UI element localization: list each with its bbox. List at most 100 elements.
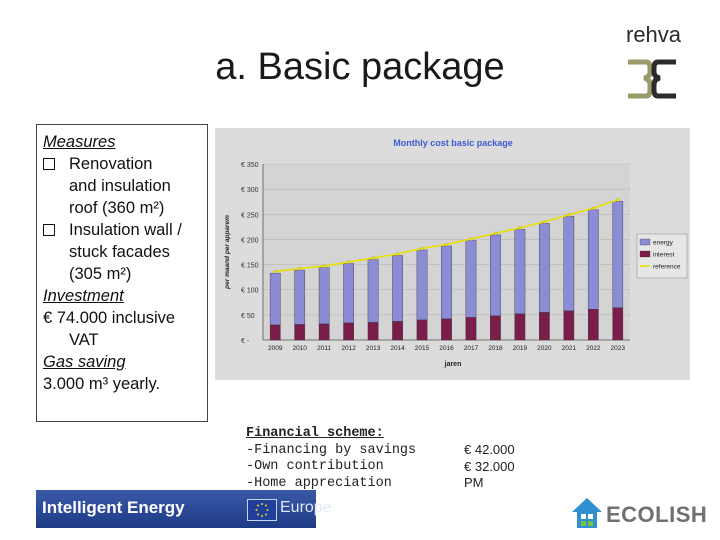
iee-text: Intelligent Energy (42, 498, 185, 517)
y-tick-label: € 50 (241, 313, 255, 320)
bar-interest (416, 319, 428, 341)
gas-saving-value: 3.000 m³ yearly. (43, 375, 161, 393)
reference-point (273, 269, 277, 274)
reference-point (297, 266, 302, 271)
bar-interest (318, 323, 330, 341)
bar-energy (490, 234, 501, 317)
measure-item-roof: Renovation and insulation roof (360 m²) (43, 153, 203, 219)
reference-point (567, 213, 571, 217)
bar-interest (392, 321, 403, 341)
measures-box: Measures Renovation and insulation roof … (36, 124, 208, 422)
bar-interest (514, 313, 526, 341)
x-tick-label: 2021 (562, 345, 577, 352)
measure-line: Insulation wall / (69, 221, 182, 239)
reference-point (420, 246, 424, 251)
legend-label: interest (653, 252, 675, 259)
measure-item-wall: Insulation wall / stuck facades (305 m²) (43, 219, 203, 285)
investment-line: € 74.000 inclusive (43, 309, 176, 327)
bar-energy (563, 216, 575, 312)
reference-point (591, 206, 596, 211)
y-tick-label: € 350 (241, 162, 259, 169)
rehva-logo-word: rehva (626, 22, 682, 47)
reference-point (469, 237, 473, 241)
bar-energy (612, 201, 624, 309)
bar-interest (343, 322, 354, 341)
y-tick-label: € 200 (241, 237, 259, 244)
bar-energy (539, 223, 550, 313)
x-tick-label: 2022 (586, 345, 601, 352)
gas-saving-heading: Gas saving (43, 353, 126, 371)
bar-interest (490, 315, 501, 341)
reference-point (371, 256, 375, 260)
x-tick-label: 2017 (464, 345, 479, 352)
y-tick-label: € 300 (241, 187, 259, 194)
reference-point (493, 231, 498, 236)
checkbox-bullet-icon (43, 158, 55, 170)
financial-row: -Own contribution (246, 459, 384, 474)
measure-line: stuck facades (69, 243, 170, 261)
eu-flag-icon (247, 499, 277, 521)
reference-point (322, 264, 326, 268)
bar-energy (343, 263, 354, 324)
ecolish-text: ECOLISH (606, 502, 708, 527)
financial-value: € 42.000 (464, 442, 515, 457)
x-tick-label: 2016 (439, 345, 454, 352)
x-tick-label: 2020 (537, 345, 552, 352)
bar-interest (563, 310, 575, 341)
x-axis-label: jaren (444, 361, 462, 368)
bar-interest (294, 324, 306, 341)
reference-point (444, 242, 449, 247)
rehva-logo: rehva (622, 22, 682, 102)
bar-energy (367, 259, 379, 323)
reference-point (616, 197, 620, 202)
financial-value: PM (464, 475, 484, 490)
measure-line: (305 m²) (69, 265, 132, 283)
x-tick-label: 2023 (611, 345, 626, 352)
investment-heading: Investment (43, 287, 124, 305)
measures-heading: Measures (43, 133, 116, 151)
y-tick-label: € 100 (241, 288, 259, 295)
legend-swatch (639, 238, 651, 246)
bar-energy (514, 229, 526, 315)
x-tick-label: 2012 (341, 345, 356, 352)
bar-interest (612, 307, 624, 341)
measure-line: and insulation (69, 177, 171, 195)
x-tick-label: 2013 (366, 345, 381, 352)
measure-line: roof (360 m²) (69, 199, 165, 217)
legend-label: reference (653, 264, 681, 271)
y-tick-label: € 250 (241, 212, 259, 219)
reference-point (395, 252, 400, 256)
iee-europe: Europe (280, 499, 332, 516)
y-tick-label: € 150 (241, 263, 259, 270)
x-tick-label: 2009 (268, 345, 283, 352)
x-tick-label: 2015 (415, 345, 430, 352)
reference-point (518, 226, 522, 230)
financial-heading: Financial scheme: (246, 426, 384, 441)
y-axis-label: per maand per apparem (224, 215, 231, 290)
bar-energy (318, 267, 330, 325)
monthly-cost-chart: Monthly cost basic package € - € 50 € 100 € … (215, 128, 690, 380)
x-tick-label: 2011 (317, 345, 331, 352)
bar-energy (441, 245, 452, 320)
ecolish-house-icon (572, 498, 602, 528)
x-tick-label: 2018 (488, 345, 503, 352)
bar-energy (392, 255, 403, 322)
financial-values: € 42.000 € 32.000 PM (464, 442, 515, 492)
x-tick-label: 2014 (390, 345, 405, 352)
financial-value: € 32.000 (464, 458, 515, 474)
legend-swatch (639, 250, 651, 258)
bar-energy (269, 272, 281, 326)
x-tick-label: 2019 (513, 345, 528, 352)
chart-title: Monthly cost basic package (393, 138, 513, 148)
rehva-logo-mark (628, 59, 676, 99)
investment-line: VAT (69, 331, 99, 349)
reference-point (346, 260, 351, 264)
bar-energy (294, 269, 306, 325)
measure-line: Renovation (69, 155, 153, 173)
bar-energy (587, 209, 599, 310)
legend-label: energy (653, 240, 674, 247)
ecolish-logo: ECOLISH (570, 494, 710, 534)
checkbox-bullet-icon (43, 224, 55, 236)
bar-interest (539, 312, 550, 341)
reference-point (542, 220, 547, 224)
